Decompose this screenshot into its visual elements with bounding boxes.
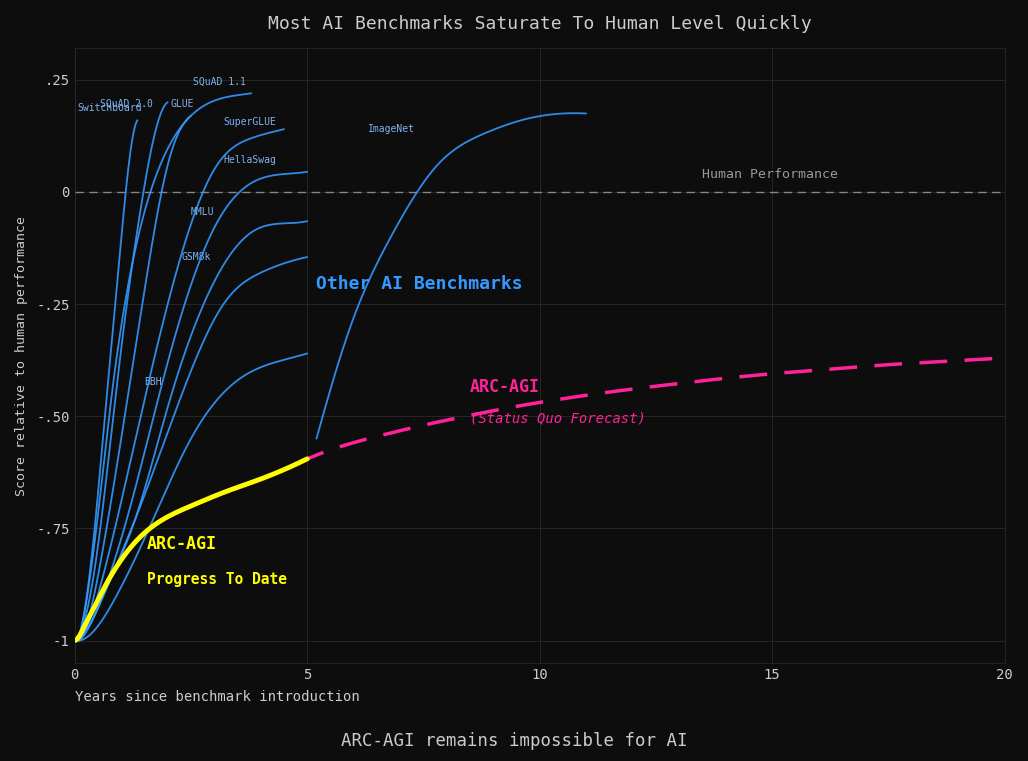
Title: Most AI Benchmarks Saturate To Human Level Quickly: Most AI Benchmarks Saturate To Human Lev… (267, 15, 811, 33)
Text: Switchboard: Switchboard (77, 103, 142, 113)
Text: SQuAD 1.1: SQuAD 1.1 (193, 77, 246, 87)
Text: Other AI Benchmarks: Other AI Benchmarks (317, 275, 523, 293)
Text: ARC-AGI: ARC-AGI (147, 535, 217, 553)
Text: ImageNet: ImageNet (368, 124, 414, 134)
Text: ARC-AGI remains impossible for AI: ARC-AGI remains impossible for AI (340, 731, 688, 750)
Text: Progress To Date: Progress To Date (147, 572, 287, 587)
Text: ARC-AGI: ARC-AGI (470, 378, 540, 396)
Text: Human Performance: Human Performance (702, 167, 839, 181)
Text: (Status Quo Forecast): (Status Quo Forecast) (470, 412, 646, 425)
X-axis label: Years since benchmark introduction: Years since benchmark introduction (75, 690, 360, 704)
Text: GSM8k: GSM8k (182, 251, 211, 262)
Text: SuperGLUE: SuperGLUE (223, 117, 277, 127)
Y-axis label: Score relative to human performance: Score relative to human performance (15, 215, 28, 495)
Text: MMLU: MMLU (191, 207, 215, 217)
Text: HellaSwag: HellaSwag (223, 155, 277, 165)
Text: BBH: BBH (145, 377, 162, 387)
Text: SQuAD 2.0: SQuAD 2.0 (101, 99, 153, 109)
Text: GLUE: GLUE (170, 99, 193, 109)
